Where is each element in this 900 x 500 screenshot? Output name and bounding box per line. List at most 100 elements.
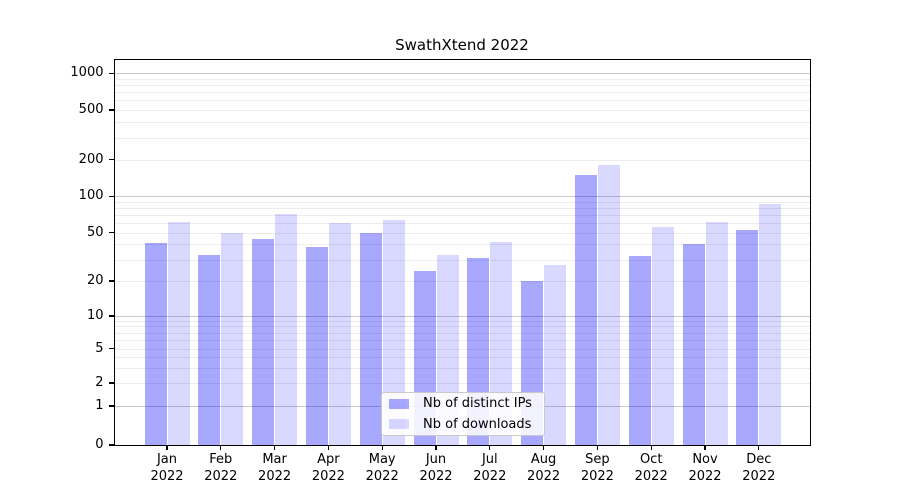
minor-gridline [114,367,810,369]
y-tick-mark [108,158,114,161]
x-tick-label: Jun 2022 [419,452,453,484]
bar-ips-sep [574,174,597,445]
minor-gridline [114,137,810,139]
x-tick-label: Aug 2022 [527,452,561,484]
bar-ips-dec [736,229,759,445]
minor-gridline [114,223,810,225]
bar-downloads-oct [651,226,674,445]
bar-ips-feb [198,254,221,445]
x-tick-label: Apr 2022 [311,452,345,484]
minor-gridline [114,208,810,210]
y-tick-label: 5 [95,340,104,356]
legend-entry-distinct-ips: Nb of distinct IPs [382,394,544,414]
y-tick-mark [108,109,114,111]
bar-ips-mar [252,239,275,445]
bar-downloads-nov [705,222,728,445]
bar-downloads-feb [221,232,244,445]
minor-gridline [114,332,810,334]
legend-label-downloads: Nb of downloads [423,416,532,432]
minor-gridline [114,356,810,358]
x-tick-label: Mar 2022 [258,452,292,484]
minor-gridline [114,110,810,111]
bar-downloads-may [382,219,405,445]
y-tick-mark [108,347,114,350]
x-tick-mark [704,445,706,450]
minor-gridline [114,244,810,246]
y-tick-mark [108,280,114,282]
y-tick-label: 200 [78,151,104,167]
minor-gridline [114,339,810,341]
legend-entry-downloads: Nb of downloads [382,414,544,434]
y-tick-mark [108,405,114,407]
minor-gridline [114,201,810,203]
x-tick-label: Sep 2022 [580,452,614,484]
x-tick-label: Jul 2022 [473,452,507,484]
y-tick-mark [108,382,114,384]
bar-downloads-aug [544,265,567,445]
x-tick-label: Jan 2022 [150,452,184,484]
y-tick-label: 2 [95,375,104,390]
x-tick-mark [166,445,168,450]
y-tick-mark [108,232,114,234]
x-tick-mark [543,445,545,450]
x-tick-mark [381,445,383,450]
x-tick-mark [489,445,491,450]
y-tick-label: 100 [78,188,104,204]
x-tick-label: Feb 2022 [204,452,238,484]
y-tick-mark [108,195,114,197]
minor-gridline [114,122,810,124]
x-tick-label: Dec 2022 [742,452,776,484]
y-tick-label: 500 [78,102,104,117]
major-gridline [114,316,810,317]
bar-ips-nov [682,244,705,445]
x-tick-mark [274,445,276,450]
chart-title: SwathXtend 2022 [395,36,529,54]
minor-gridline [114,348,810,350]
y-tick-label: 10 [86,308,104,323]
x-tick-mark [327,445,329,450]
major-gridline [114,196,810,198]
minor-gridline [114,383,810,384]
x-tick-mark [758,445,760,450]
x-tick-mark [650,445,652,450]
bar-ips-may [359,232,382,445]
minor-gridline [114,78,810,80]
x-tick-mark [435,445,437,450]
legend-label-distinct-ips: Nb of distinct IPs [423,396,532,412]
minor-gridline [114,281,810,282]
minor-gridline [114,232,810,234]
major-gridline [114,73,810,75]
x-tick-mark [596,445,598,450]
bar-downloads-apr [328,223,351,445]
y-tick-label: 0 [95,437,104,452]
y-tick-mark [108,315,114,317]
bar-ips-jan [144,243,167,445]
legend: Nb of distinct IPs Nb of downloads [381,392,545,436]
y-tick-mark [108,72,114,74]
minor-gridline [114,326,810,328]
y-tick-label: 1000 [70,65,104,81]
legend-swatch-distinct-ips [389,398,409,409]
y-tick-label: 20 [86,273,104,288]
bar-ips-apr [305,247,328,445]
minor-gridline [114,100,810,102]
bar-downloads-jan [167,222,190,445]
bar-downloads-dec [759,203,782,445]
bar-downloads-sep [597,165,620,445]
minor-gridline [114,259,810,261]
bar-downloads-mar [275,214,298,445]
minor-gridline [114,159,810,161]
y-tick-mark [108,444,114,446]
x-tick-label: Oct 2022 [634,452,668,484]
minor-gridline [114,85,810,87]
y-tick-label: 1 [95,398,104,413]
x-tick-label: May 2022 [365,452,399,484]
minor-gridline [114,320,810,322]
minor-gridline [114,215,810,217]
bar-ips-oct [628,256,651,445]
x-tick-label: Nov 2022 [688,452,722,484]
x-tick-mark [220,445,222,450]
minor-gridline [114,92,810,94]
y-tick-label: 50 [86,224,104,240]
